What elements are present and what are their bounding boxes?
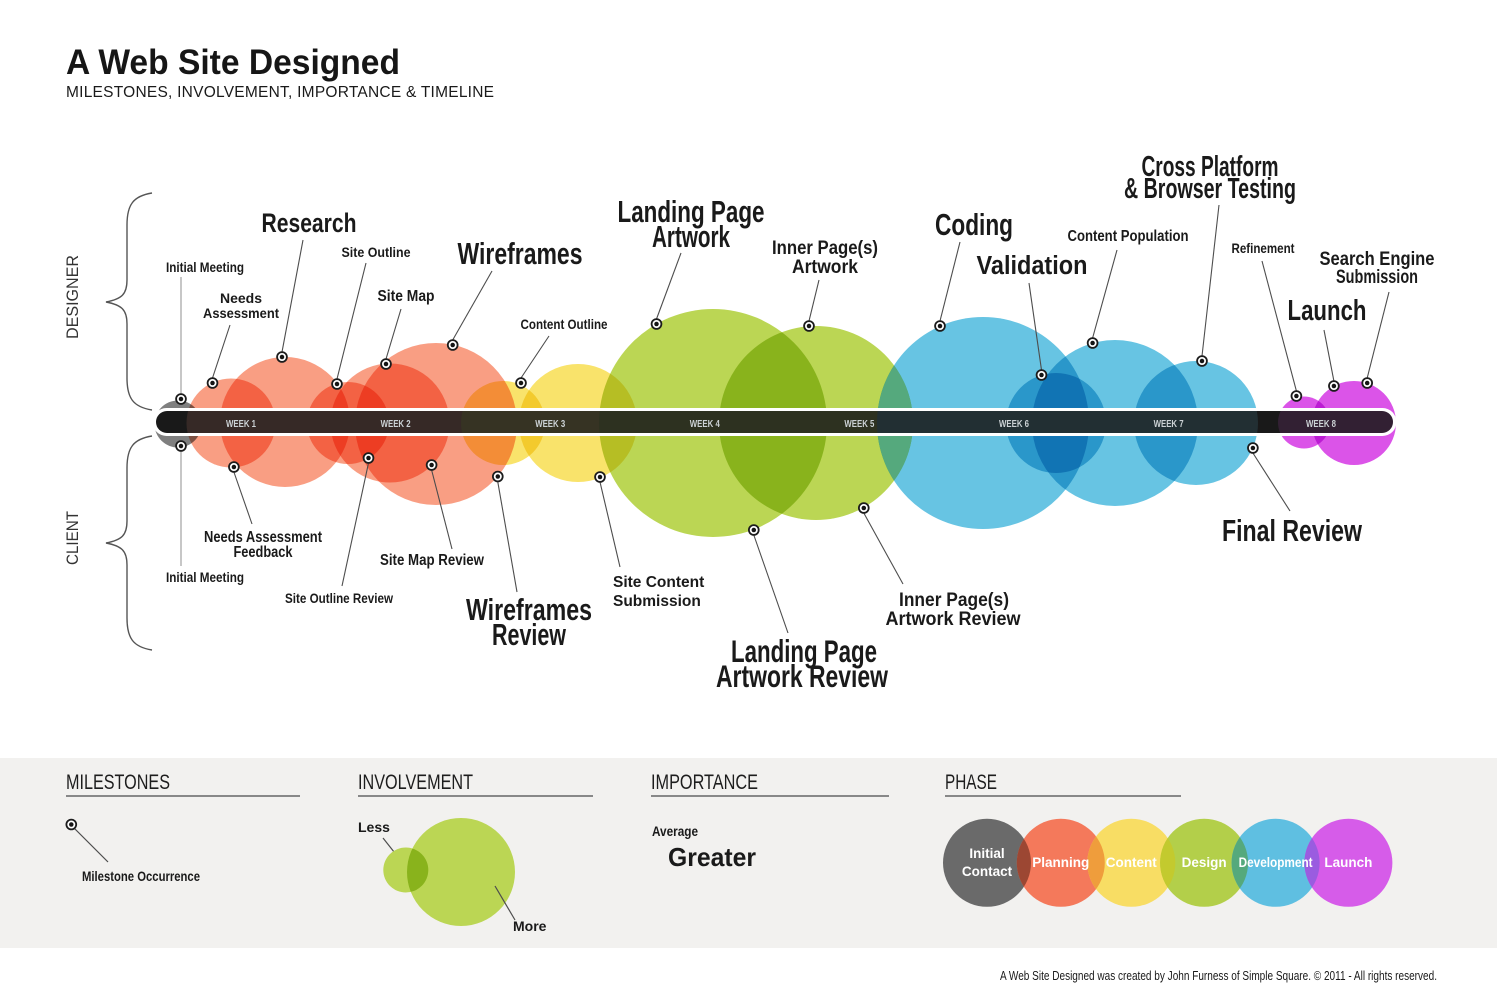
svg-text:Inner Page(s): Inner Page(s) xyxy=(772,238,878,259)
svg-text:Wireframes: Wireframes xyxy=(466,592,592,627)
svg-text:More: More xyxy=(513,918,547,934)
svg-text:Refinement: Refinement xyxy=(1232,240,1295,256)
svg-text:WEEK 5: WEEK 5 xyxy=(844,419,874,430)
svg-text:Site Content: Site Content xyxy=(613,574,704,591)
svg-text:Artwork: Artwork xyxy=(652,219,730,254)
svg-text:Average: Average xyxy=(652,824,698,839)
svg-text:A Web Site Designed was create: A Web Site Designed was created by John … xyxy=(1000,969,1437,983)
svg-text:IMPORTANCE: IMPORTANCE xyxy=(651,771,758,794)
svg-text:Needs Assessment: Needs Assessment xyxy=(204,529,322,546)
svg-text:Artwork Review: Artwork Review xyxy=(716,658,888,694)
svg-text:Site Outline: Site Outline xyxy=(342,245,411,260)
svg-text:Submission: Submission xyxy=(613,593,701,610)
svg-text:Initial Meeting: Initial Meeting xyxy=(166,260,244,275)
svg-text:Inner Page(s): Inner Page(s) xyxy=(899,590,1009,611)
svg-text:& Browser Testing: & Browser Testing xyxy=(1124,173,1296,205)
svg-text:PHASE: PHASE xyxy=(945,771,997,794)
svg-text:Artwork Review: Artwork Review xyxy=(886,609,1021,630)
svg-text:Validation: Validation xyxy=(977,252,1088,280)
svg-text:CLIENT: CLIENT xyxy=(64,511,82,565)
svg-text:Site Outline Review: Site Outline Review xyxy=(285,591,393,606)
svg-text:Design: Design xyxy=(1182,855,1227,870)
svg-text:Initial Meeting: Initial Meeting xyxy=(166,570,244,585)
svg-text:MILESTONES, INVOLVEMENT, IMPOR: MILESTONES, INVOLVEMENT, IMPORTANCE & TI… xyxy=(66,84,494,101)
svg-text:Search Engine: Search Engine xyxy=(1320,249,1435,270)
svg-text:Less: Less xyxy=(358,819,390,835)
svg-text:Landing Page: Landing Page xyxy=(618,194,765,229)
svg-text:WEEK 4: WEEK 4 xyxy=(690,419,720,430)
svg-text:WEEK 7: WEEK 7 xyxy=(1154,419,1184,430)
svg-text:Contact: Contact xyxy=(962,864,1013,879)
svg-text:Cross Platform: Cross Platform xyxy=(1142,151,1279,183)
svg-text:Development: Development xyxy=(1239,855,1313,870)
svg-text:WEEK 1: WEEK 1 xyxy=(226,419,256,430)
svg-text:A Web Site Designed: A Web Site Designed xyxy=(66,43,400,82)
svg-text:Launch: Launch xyxy=(1288,295,1367,327)
svg-text:Launch: Launch xyxy=(1324,855,1372,870)
svg-text:Needs: Needs xyxy=(220,290,262,306)
svg-text:Content: Content xyxy=(1106,855,1157,870)
svg-text:WEEK 2: WEEK 2 xyxy=(381,419,411,430)
svg-text:INVOLVEMENT: INVOLVEMENT xyxy=(358,771,473,794)
svg-text:Submission: Submission xyxy=(1336,267,1418,288)
svg-text:Milestone Occurrence: Milestone Occurrence xyxy=(82,868,200,884)
svg-text:Planning: Planning xyxy=(1032,855,1089,870)
svg-text:Wireframes: Wireframes xyxy=(458,236,583,271)
svg-text:Review: Review xyxy=(492,617,567,652)
svg-text:Assessment: Assessment xyxy=(203,305,279,321)
svg-text:Content Population: Content Population xyxy=(1068,228,1189,245)
svg-text:DESIGNER: DESIGNER xyxy=(64,255,82,339)
svg-text:Site Map: Site Map xyxy=(378,288,435,305)
svg-text:Final Review: Final Review xyxy=(1222,513,1363,548)
svg-text:Coding: Coding xyxy=(935,207,1013,242)
svg-text:Content Outline: Content Outline xyxy=(521,316,608,332)
svg-text:MILESTONES: MILESTONES xyxy=(66,771,170,794)
svg-text:Greater: Greater xyxy=(668,842,756,872)
svg-text:WEEK 6: WEEK 6 xyxy=(999,419,1029,430)
svg-text:Artwork: Artwork xyxy=(792,257,858,278)
svg-text:WEEK 3: WEEK 3 xyxy=(535,419,565,430)
svg-text:WEEK 8: WEEK 8 xyxy=(1306,419,1336,430)
svg-text:Initial: Initial xyxy=(969,846,1004,861)
svg-text:Site Map Review: Site Map Review xyxy=(380,552,485,569)
svg-text:Research: Research xyxy=(262,208,357,238)
svg-text:Feedback: Feedback xyxy=(234,544,293,561)
svg-text:Landing Page: Landing Page xyxy=(731,633,877,669)
